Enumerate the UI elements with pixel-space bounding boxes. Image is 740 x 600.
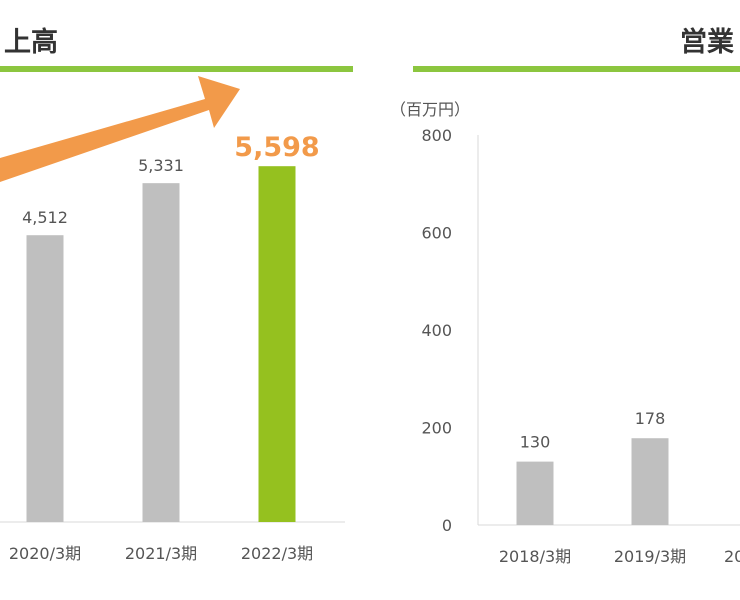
left-title-underline	[0, 66, 353, 72]
x-tick-label: 20	[724, 547, 740, 566]
bar	[631, 438, 669, 525]
bar	[142, 183, 180, 523]
y-tick-label: 200	[421, 419, 452, 438]
x-tick-label: 2018/3期	[499, 547, 571, 566]
bar	[26, 235, 64, 522]
y-axis-unit-label: （百万円）	[390, 100, 471, 119]
data-label: 5,331	[138, 156, 184, 175]
x-tick-label: 2019/3期	[614, 547, 686, 566]
right-title-underline	[413, 66, 740, 72]
left-chart-title: 上高	[4, 27, 58, 58]
y-tick-label: 400	[421, 321, 452, 340]
right-chart-title: 営業	[680, 27, 734, 58]
trend-arrow-icon	[0, 76, 240, 182]
data-label: 130	[520, 433, 551, 452]
y-tick-label: 600	[421, 224, 452, 243]
x-tick-label: 2021/3期	[125, 544, 197, 563]
highlight-data-label: 5,598	[234, 132, 319, 163]
x-tick-label: 2022/3期	[241, 544, 313, 563]
data-label: 178	[635, 409, 666, 428]
highlight-bar	[258, 166, 296, 523]
y-tick-label: 0	[442, 516, 452, 535]
y-tick-label: 800	[421, 126, 452, 145]
data-label: 4,512	[22, 208, 68, 227]
bar	[516, 461, 554, 525]
x-tick-label: 2020/3期	[9, 544, 81, 563]
